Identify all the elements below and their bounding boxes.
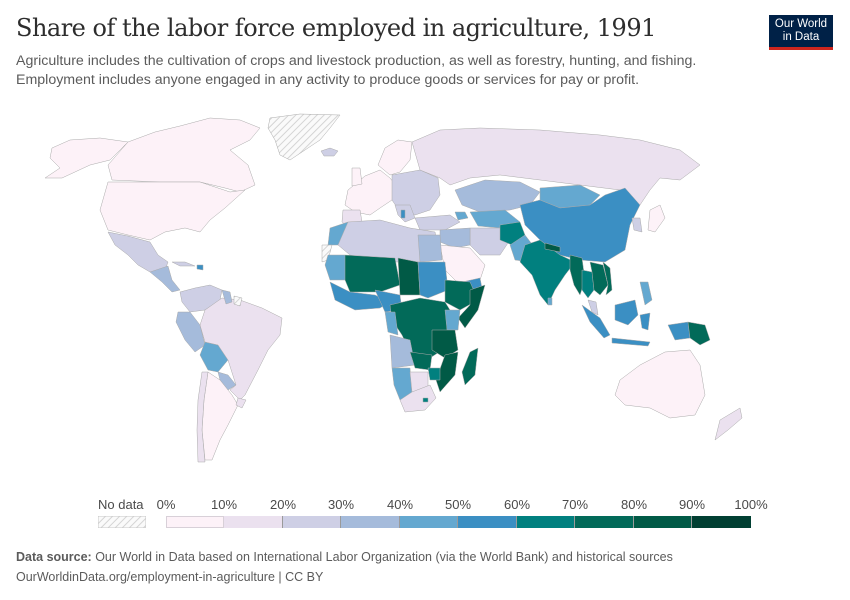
- region-iraq-syria: [439, 227, 471, 249]
- region-sri-lanka: [547, 297, 553, 306]
- region-west-papua: [667, 321, 691, 341]
- legend-tick: 20%: [269, 497, 297, 512]
- legend-tick: 70%: [561, 497, 589, 512]
- region-mexico: [107, 231, 169, 273]
- region-paraguay: [217, 371, 237, 391]
- region-chad: [397, 257, 421, 296]
- logo-line-1: Our World: [774, 18, 828, 30]
- region-french-guiana: [233, 295, 243, 307]
- region-new-zealand: [714, 407, 743, 441]
- region-png: [687, 321, 711, 346]
- region-central-america: [149, 265, 181, 293]
- region-mauritania: [324, 254, 349, 281]
- region-canada: [107, 117, 261, 193]
- region-egypt: [417, 234, 443, 263]
- region-malaysia: [587, 299, 599, 316]
- region-south-africa: [399, 384, 437, 413]
- region-philippines: [639, 281, 653, 306]
- url-license[interactable]: OurWorldinData.org/employment-in-agricul…: [16, 570, 324, 584]
- region-zimbabwe: [427, 367, 441, 381]
- data-source: Data source: Our World in Data based on …: [16, 547, 673, 567]
- legend-tick: 30%: [327, 497, 355, 512]
- no-data-swatch: [98, 516, 146, 528]
- region-nepal: [544, 242, 561, 253]
- region-haiti: [196, 264, 204, 271]
- region-peru: [175, 311, 206, 353]
- legend-bin-0-10[interactable]: [166, 516, 224, 528]
- region-brazil: [199, 297, 283, 401]
- chart-title: Share of the labor force employed in agr…: [16, 14, 656, 42]
- legend-tick: 40%: [386, 497, 414, 512]
- legend-bin-20-30[interactable]: [283, 516, 341, 528]
- region-myanmar: [569, 254, 586, 296]
- legend-bin-60-70[interactable]: [517, 516, 575, 528]
- region-australia: [614, 349, 706, 419]
- legend-tick: 10%: [210, 497, 238, 512]
- region-vietnam: [602, 261, 613, 296]
- region-japan: [647, 204, 666, 233]
- legend-tick: 50%: [444, 497, 472, 512]
- region-usa: [99, 181, 246, 241]
- region-scandinavia: [377, 139, 413, 176]
- subtitle-line-2: Employment includes anyone engaged in an…: [16, 72, 640, 88]
- color-legend: No data 0% 10% 20% 30% 40% 50% 60% 70% 8…: [0, 495, 850, 535]
- region-thailand: [581, 269, 595, 299]
- region-laos-cambodia: [589, 261, 609, 296]
- legend-bin-90-100[interactable]: [692, 516, 751, 528]
- region-somalia: [457, 284, 486, 329]
- legend-tick: 0%: [156, 497, 176, 512]
- legend-tick: 80%: [620, 497, 648, 512]
- region-java: [611, 337, 651, 347]
- chart-subtitle: Agriculture includes the cultivation of …: [16, 52, 756, 90]
- region-turkey: [414, 214, 461, 231]
- region-russia: [411, 127, 701, 206]
- legend-tick: 60%: [503, 497, 531, 512]
- region-uk: [351, 167, 363, 187]
- source-label: Data source:: [16, 550, 92, 564]
- region-sumatra: [581, 304, 611, 339]
- legend-bin-80-90[interactable]: [634, 516, 692, 528]
- legend-bin-10-20[interactable]: [224, 516, 283, 528]
- legend-tick: 100%: [734, 497, 768, 512]
- region-gabon-congo: [384, 311, 399, 336]
- region-guyana: [221, 289, 233, 305]
- world-map[interactable]: [0, 100, 850, 490]
- region-zambia: [409, 351, 433, 371]
- region-sahel: [344, 254, 401, 293]
- legend-bin-30-40[interactable]: [341, 516, 400, 528]
- region-alaska: [44, 137, 129, 179]
- region-caucasus: [454, 211, 469, 221]
- region-albania: [400, 209, 406, 219]
- region-cuba: [171, 261, 196, 267]
- legend-bin-40-50[interactable]: [400, 516, 458, 528]
- region-korea: [631, 217, 643, 233]
- source-text: Our World in Data based on International…: [91, 550, 673, 564]
- region-borneo: [614, 299, 639, 326]
- footer: Data source: Our World in Data based on …: [16, 547, 673, 587]
- logo-line-2: in Data: [782, 31, 820, 43]
- subtitle-line-1: Agriculture includes the cultivation of …: [16, 53, 697, 69]
- legend-bin-50-60[interactable]: [458, 516, 517, 528]
- region-chile: [196, 371, 209, 463]
- region-lesotho: [422, 397, 429, 403]
- region-sulawesi: [639, 312, 651, 331]
- region-iceland: [320, 147, 339, 157]
- region-madagascar: [461, 347, 479, 386]
- no-data-label: No data: [98, 497, 144, 512]
- legend-bin-70-80[interactable]: [575, 516, 634, 528]
- region-kenya: [444, 309, 461, 331]
- region-greenland: [267, 113, 341, 161]
- region-uruguay: [235, 397, 247, 409]
- region-sudan: [417, 261, 449, 299]
- legend-tick: 90%: [678, 497, 706, 512]
- owid-logo[interactable]: Our World in Data: [769, 15, 833, 50]
